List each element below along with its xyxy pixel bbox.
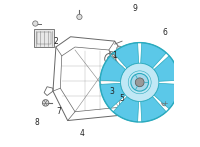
Circle shape: [77, 14, 82, 20]
Circle shape: [131, 74, 149, 91]
Circle shape: [33, 21, 38, 26]
Wedge shape: [100, 83, 125, 109]
Text: 1: 1: [112, 51, 117, 60]
Text: 9: 9: [133, 4, 138, 13]
Wedge shape: [154, 83, 179, 109]
Circle shape: [121, 63, 159, 101]
Text: 5: 5: [120, 94, 124, 103]
Wedge shape: [141, 97, 166, 122]
Circle shape: [162, 100, 168, 106]
FancyBboxPatch shape: [34, 29, 54, 47]
Text: 4: 4: [80, 129, 85, 138]
Text: 6: 6: [162, 28, 167, 37]
Circle shape: [117, 46, 121, 51]
Wedge shape: [141, 43, 166, 68]
Text: 3: 3: [109, 87, 114, 96]
Circle shape: [135, 78, 144, 87]
Text: 8: 8: [34, 117, 39, 127]
Circle shape: [42, 100, 49, 106]
Wedge shape: [154, 56, 179, 81]
Text: 7: 7: [56, 107, 61, 116]
Wedge shape: [113, 43, 139, 68]
Text: 2: 2: [54, 37, 58, 46]
Wedge shape: [100, 56, 125, 81]
Wedge shape: [113, 97, 139, 122]
